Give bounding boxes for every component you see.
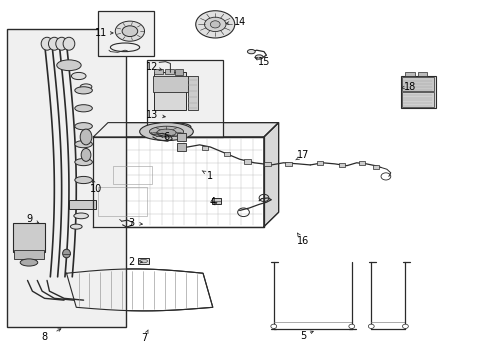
Ellipse shape — [195, 11, 234, 38]
Bar — [98, 12, 154, 56]
Bar — [69, 200, 96, 209]
Text: 13: 13 — [145, 111, 158, 121]
Bar — [6, 30, 126, 327]
Ellipse shape — [140, 259, 147, 263]
Ellipse shape — [270, 324, 276, 328]
Ellipse shape — [81, 148, 91, 161]
Polygon shape — [93, 123, 278, 137]
Text: 10: 10 — [89, 184, 102, 194]
Bar — [14, 250, 43, 259]
Text: 12: 12 — [145, 62, 158, 72]
Bar — [177, 143, 185, 150]
Ellipse shape — [20, 259, 38, 266]
Bar — [338, 163, 344, 167]
Bar — [264, 162, 270, 166]
Text: 1: 1 — [207, 171, 213, 181]
Ellipse shape — [157, 129, 176, 136]
Bar — [316, 161, 323, 165]
Ellipse shape — [367, 324, 373, 328]
Bar — [401, 92, 433, 107]
Ellipse shape — [56, 37, 67, 50]
Ellipse shape — [210, 21, 220, 28]
Ellipse shape — [41, 37, 53, 50]
Polygon shape — [264, 123, 278, 226]
Ellipse shape — [75, 87, 92, 94]
Text: 15: 15 — [257, 57, 270, 67]
Text: 5: 5 — [299, 331, 305, 341]
Text: 6: 6 — [163, 132, 169, 142]
Ellipse shape — [63, 37, 75, 50]
Bar — [154, 69, 163, 74]
Ellipse shape — [402, 324, 407, 328]
Ellipse shape — [140, 123, 193, 140]
Bar — [187, 76, 197, 110]
Ellipse shape — [149, 126, 183, 137]
Bar — [153, 76, 187, 92]
Ellipse shape — [71, 72, 86, 80]
Bar — [358, 161, 365, 165]
Ellipse shape — [204, 17, 225, 32]
Ellipse shape — [348, 324, 354, 328]
Ellipse shape — [48, 37, 60, 50]
Bar — [417, 72, 427, 76]
Bar — [223, 152, 230, 156]
Bar — [175, 69, 182, 75]
Bar — [154, 72, 185, 110]
Text: 18: 18 — [404, 82, 416, 92]
Ellipse shape — [70, 224, 82, 229]
Ellipse shape — [74, 213, 88, 219]
Bar — [164, 69, 173, 74]
Ellipse shape — [80, 84, 92, 90]
Text: 8: 8 — [41, 332, 47, 342]
Ellipse shape — [75, 176, 92, 184]
Ellipse shape — [75, 123, 92, 130]
Bar — [138, 258, 149, 264]
Bar — [98, 187, 147, 216]
Bar — [211, 198, 220, 204]
Bar — [113, 166, 152, 184]
Ellipse shape — [80, 129, 92, 145]
Ellipse shape — [75, 105, 92, 112]
Ellipse shape — [255, 55, 263, 59]
Bar — [201, 145, 208, 150]
Bar — [177, 134, 185, 141]
Text: 9: 9 — [26, 215, 32, 224]
Ellipse shape — [75, 140, 92, 148]
Ellipse shape — [62, 249, 70, 258]
Ellipse shape — [57, 60, 81, 71]
Text: 4: 4 — [209, 197, 215, 207]
Polygon shape — [66, 269, 212, 311]
Ellipse shape — [247, 49, 255, 54]
Text: 7: 7 — [141, 333, 147, 343]
Bar — [372, 165, 378, 168]
Bar — [13, 223, 44, 252]
Bar — [244, 159, 251, 163]
Ellipse shape — [75, 158, 92, 166]
Text: 11: 11 — [94, 28, 106, 38]
Ellipse shape — [115, 21, 144, 41]
Text: 2: 2 — [128, 257, 134, 267]
Bar — [405, 72, 414, 76]
Polygon shape — [93, 137, 264, 226]
Bar — [400, 76, 435, 108]
Bar — [147, 60, 222, 137]
Ellipse shape — [122, 26, 138, 37]
Bar — [285, 162, 292, 166]
Text: 16: 16 — [296, 236, 308, 246]
Text: 17: 17 — [296, 150, 308, 160]
Text: 14: 14 — [233, 17, 245, 27]
Bar — [401, 77, 433, 91]
Text: 3: 3 — [128, 218, 134, 228]
